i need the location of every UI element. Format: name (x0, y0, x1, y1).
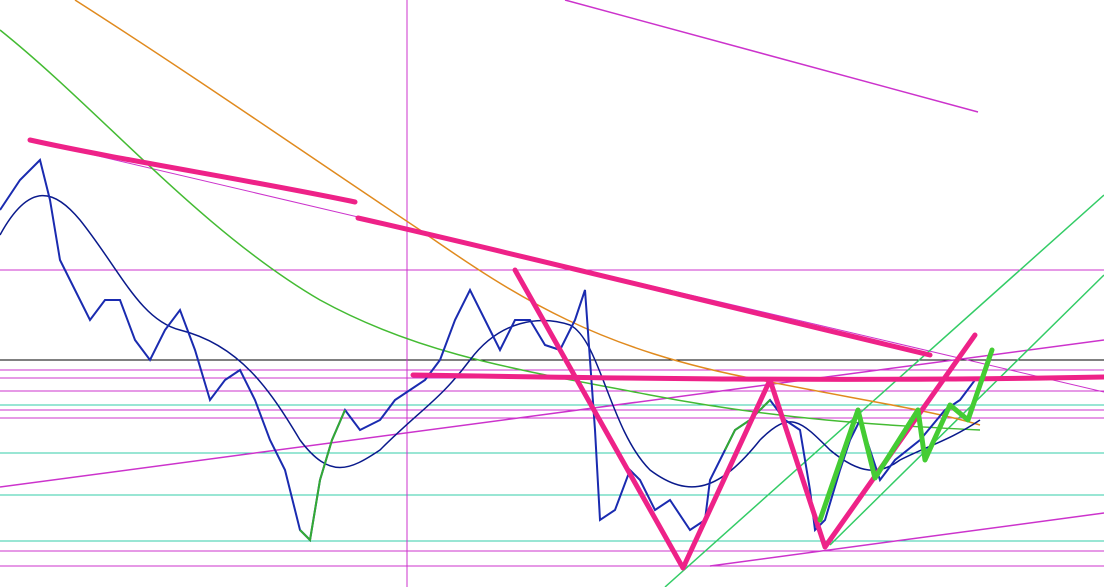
annotation-line (355, 215, 933, 358)
annotation-line (27, 137, 358, 205)
annotations (27, 137, 1104, 571)
annotation-zigzag (817, 347, 995, 523)
channel-line (664, 194, 1104, 587)
channel-line (829, 274, 1104, 546)
annotation-line (410, 372, 1104, 382)
moving-average (0, 194, 981, 488)
trend-line (564, 0, 979, 113)
price-bars (724, 399, 771, 451)
price-bars (299, 409, 346, 543)
trend-line (0, 339, 1104, 488)
moving-average (74, 0, 981, 426)
moving-average (0, 29, 981, 431)
trend-line (709, 512, 1104, 567)
